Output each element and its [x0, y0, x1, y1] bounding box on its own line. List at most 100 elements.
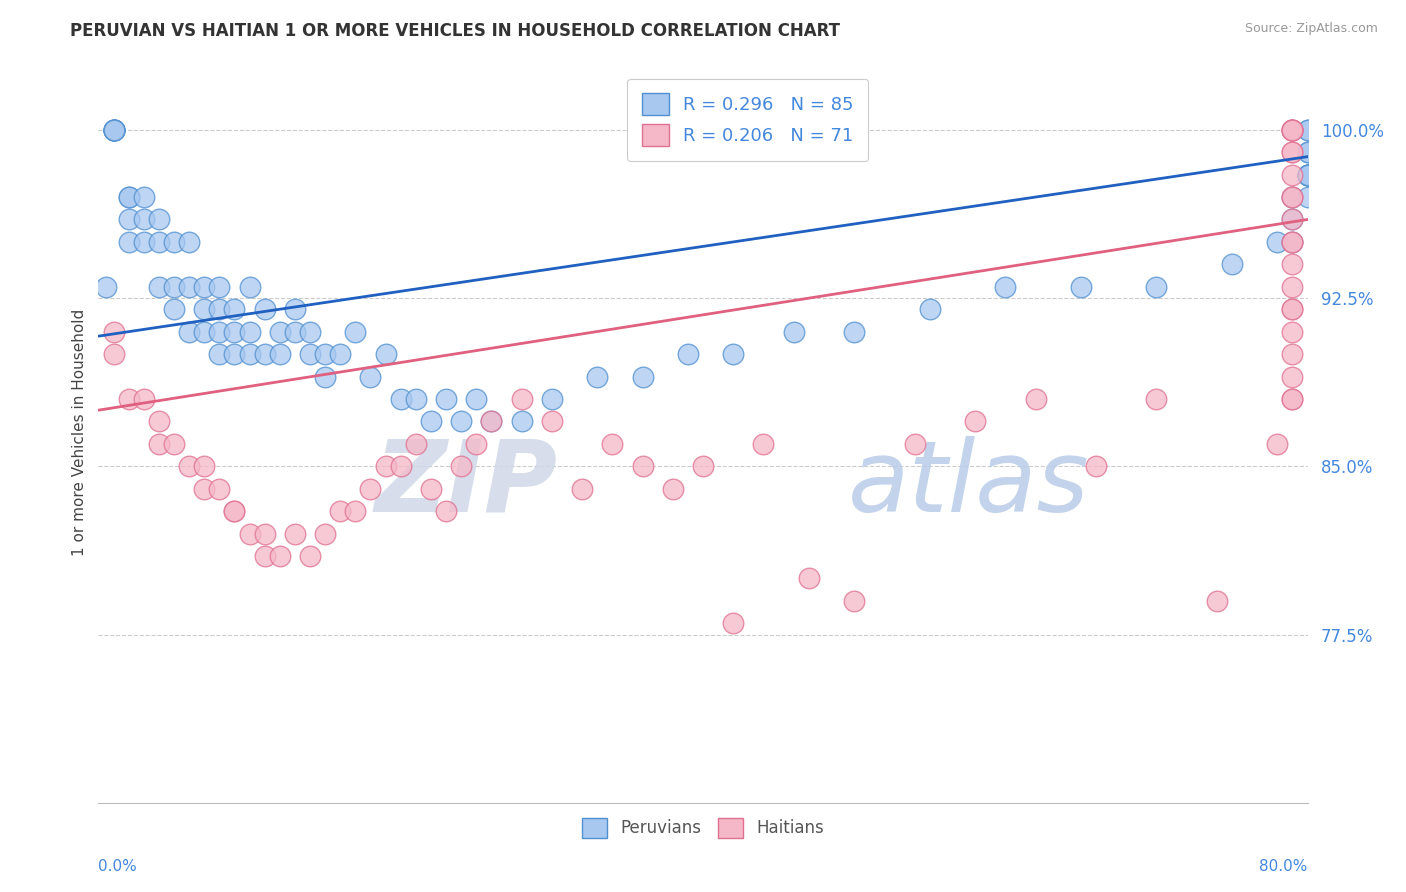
- Point: [1281, 369, 1303, 384]
- Point: [1281, 302, 1303, 317]
- Point: [208, 302, 231, 317]
- Point: [540, 414, 562, 428]
- Point: [193, 325, 215, 339]
- Point: [1281, 122, 1303, 136]
- Point: [132, 392, 155, 406]
- Point: [284, 302, 307, 317]
- Point: [1281, 212, 1303, 227]
- Point: [676, 347, 699, 361]
- Point: [1281, 302, 1303, 317]
- Point: [224, 347, 246, 361]
- Point: [148, 437, 170, 451]
- Point: [420, 414, 443, 428]
- Point: [314, 526, 336, 541]
- Point: [586, 369, 609, 384]
- Point: [193, 459, 215, 474]
- Point: [103, 122, 125, 136]
- Point: [284, 526, 307, 541]
- Point: [434, 392, 457, 406]
- Point: [163, 437, 186, 451]
- Point: [783, 325, 806, 339]
- Point: [1281, 325, 1303, 339]
- Point: [163, 280, 186, 294]
- Point: [148, 280, 170, 294]
- Point: [1281, 392, 1303, 406]
- Point: [179, 459, 201, 474]
- Point: [179, 235, 201, 249]
- Text: atlas: atlas: [848, 436, 1090, 533]
- Point: [1281, 190, 1303, 204]
- Text: Source: ZipAtlas.com: Source: ZipAtlas.com: [1244, 22, 1378, 36]
- Point: [148, 235, 170, 249]
- Point: [1267, 437, 1289, 451]
- Point: [1281, 212, 1303, 227]
- Point: [103, 122, 125, 136]
- Point: [1296, 145, 1319, 160]
- Point: [299, 325, 322, 339]
- Point: [465, 437, 488, 451]
- Point: [571, 482, 593, 496]
- Point: [299, 347, 322, 361]
- Point: [1281, 190, 1303, 204]
- Point: [193, 280, 215, 294]
- Text: ZIP: ZIP: [375, 436, 558, 533]
- Point: [148, 414, 170, 428]
- Point: [148, 212, 170, 227]
- Point: [193, 302, 215, 317]
- Point: [314, 347, 336, 361]
- Text: 80.0%: 80.0%: [1260, 859, 1308, 874]
- Point: [405, 392, 427, 406]
- Point: [208, 280, 231, 294]
- Legend: Peruvians, Haitians: Peruvians, Haitians: [574, 809, 832, 847]
- Point: [631, 459, 654, 474]
- Point: [163, 302, 186, 317]
- Point: [1281, 122, 1303, 136]
- Point: [118, 392, 141, 406]
- Point: [360, 369, 382, 384]
- Point: [797, 571, 820, 585]
- Point: [1144, 280, 1167, 294]
- Point: [253, 526, 276, 541]
- Point: [1296, 122, 1319, 136]
- Point: [374, 459, 396, 474]
- Point: [374, 347, 396, 361]
- Text: PERUVIAN VS HAITIAN 1 OR MORE VEHICLES IN HOUSEHOLD CORRELATION CHART: PERUVIAN VS HAITIAN 1 OR MORE VEHICLES I…: [70, 22, 841, 40]
- Point: [1281, 190, 1303, 204]
- Point: [1296, 168, 1319, 182]
- Point: [723, 347, 745, 361]
- Point: [1024, 392, 1046, 406]
- Point: [389, 459, 412, 474]
- Point: [420, 482, 443, 496]
- Point: [269, 549, 291, 563]
- Point: [1206, 594, 1229, 608]
- Point: [224, 325, 246, 339]
- Point: [1296, 145, 1319, 160]
- Point: [450, 459, 472, 474]
- Point: [1281, 122, 1303, 136]
- Point: [118, 190, 141, 204]
- Point: [314, 369, 336, 384]
- Y-axis label: 1 or more Vehicles in Household: 1 or more Vehicles in Household: [72, 309, 87, 557]
- Point: [1281, 168, 1303, 182]
- Point: [1281, 235, 1303, 249]
- Point: [269, 325, 291, 339]
- Point: [1267, 235, 1289, 249]
- Point: [994, 280, 1017, 294]
- Point: [208, 325, 231, 339]
- Point: [284, 325, 307, 339]
- Point: [239, 280, 262, 294]
- Point: [1144, 392, 1167, 406]
- Point: [179, 325, 201, 339]
- Point: [344, 504, 367, 518]
- Point: [208, 482, 231, 496]
- Point: [1220, 257, 1243, 271]
- Point: [1296, 168, 1319, 182]
- Point: [389, 392, 412, 406]
- Point: [179, 280, 201, 294]
- Point: [481, 414, 503, 428]
- Point: [1281, 235, 1303, 249]
- Point: [344, 325, 367, 339]
- Point: [465, 392, 488, 406]
- Point: [239, 325, 262, 339]
- Point: [1070, 280, 1092, 294]
